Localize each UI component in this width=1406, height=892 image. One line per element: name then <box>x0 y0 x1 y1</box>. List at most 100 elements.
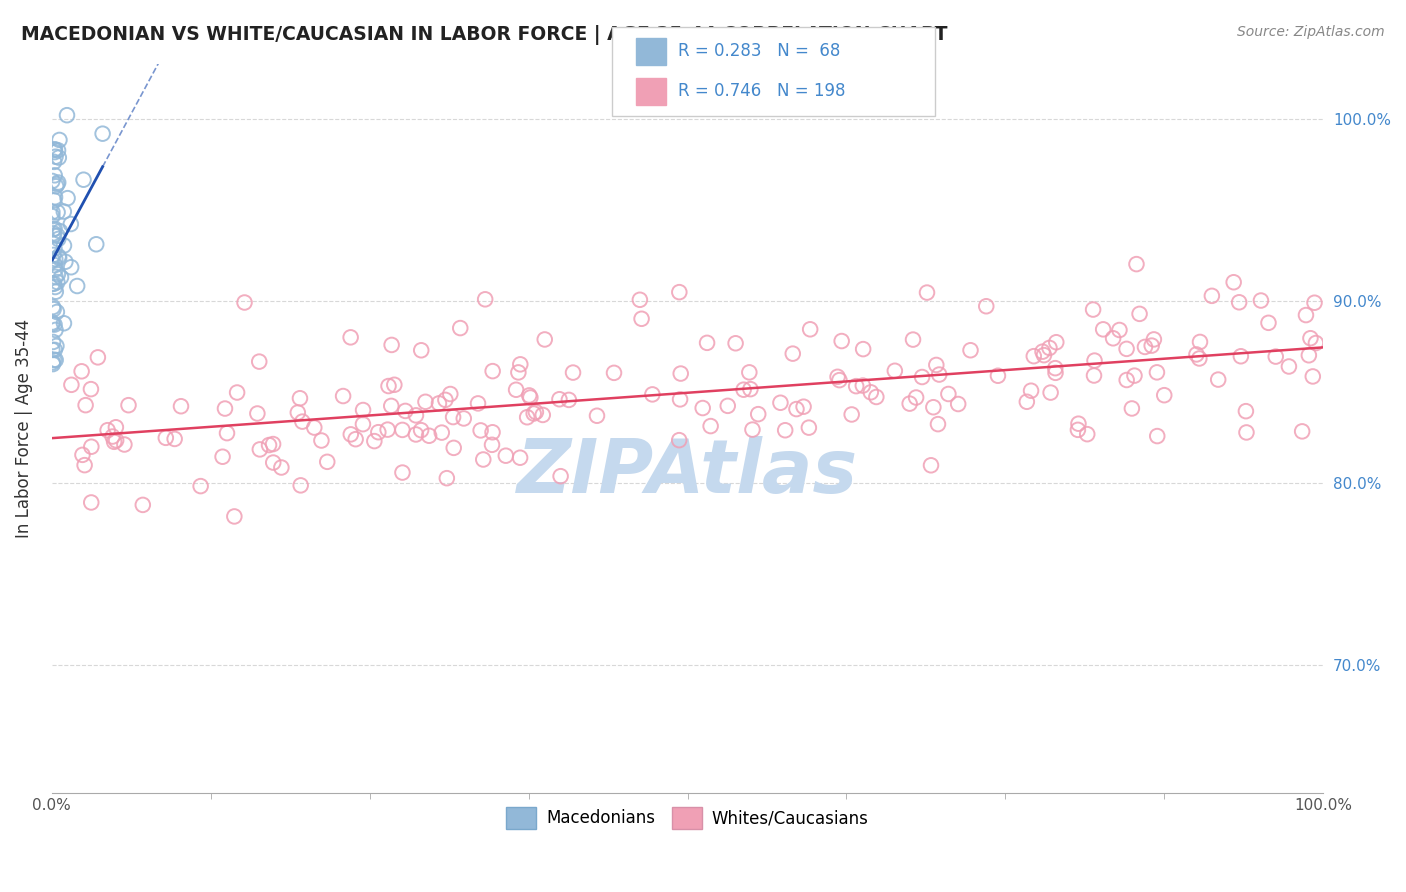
Point <box>66 279 89 293</box>
Point <box>1015 394 1038 409</box>
Point <box>797 420 820 434</box>
Point <box>344 432 367 446</box>
Point <box>1153 388 1175 402</box>
Point <box>60 377 83 392</box>
Point <box>103 434 125 449</box>
Point <box>287 405 309 419</box>
Point <box>42 355 65 369</box>
Point <box>249 442 271 457</box>
Point <box>1299 331 1322 345</box>
Point <box>915 285 938 300</box>
Point <box>290 478 312 492</box>
Text: R = 0.746   N = 198: R = 0.746 N = 198 <box>678 82 845 101</box>
Point <box>46 176 69 190</box>
Point <box>641 387 664 401</box>
Point <box>738 365 761 379</box>
Point <box>628 293 651 307</box>
Point <box>60 260 83 275</box>
Point <box>1264 350 1286 364</box>
Point <box>841 408 863 422</box>
Point <box>112 437 135 451</box>
Point <box>377 423 399 437</box>
Point <box>246 407 269 421</box>
Point <box>226 385 249 400</box>
Point <box>548 392 571 407</box>
Point <box>453 411 475 425</box>
Point <box>1076 427 1098 442</box>
Point <box>799 322 821 336</box>
Point <box>42 227 65 241</box>
Point <box>430 425 453 440</box>
Point <box>46 144 69 158</box>
Point <box>1278 359 1301 374</box>
Point <box>769 396 792 410</box>
Point <box>1230 349 1253 363</box>
Point <box>48 249 70 263</box>
Point <box>41 316 63 330</box>
Point <box>42 353 65 368</box>
Point <box>1133 340 1156 354</box>
Point <box>901 333 924 347</box>
Point <box>44 269 66 284</box>
Point <box>45 353 67 368</box>
Point <box>1185 347 1208 361</box>
Point <box>427 396 450 410</box>
Point <box>481 364 503 378</box>
Point <box>46 275 69 289</box>
Point <box>1031 344 1053 359</box>
Point <box>339 427 361 442</box>
Point <box>434 392 457 407</box>
Point <box>91 127 114 141</box>
Point <box>922 401 945 415</box>
Point <box>668 433 690 447</box>
Point <box>669 392 692 407</box>
Point <box>42 302 65 317</box>
Point <box>44 143 66 157</box>
Point <box>946 397 969 411</box>
Point <box>928 368 950 382</box>
Point <box>441 410 464 425</box>
Point <box>339 330 361 344</box>
Point <box>155 431 177 445</box>
Point <box>44 280 66 294</box>
Point <box>1250 293 1272 308</box>
Point <box>41 205 63 219</box>
Point <box>53 238 76 252</box>
Point <box>42 228 65 243</box>
Point <box>262 437 284 451</box>
Point <box>84 237 107 252</box>
Point <box>304 420 326 434</box>
Point <box>97 423 120 437</box>
Point <box>52 204 75 219</box>
Point <box>733 383 755 397</box>
Point <box>41 209 63 223</box>
Point <box>45 179 67 194</box>
Point <box>363 434 385 449</box>
Point <box>367 425 389 440</box>
Point <box>163 432 186 446</box>
Point <box>377 379 399 393</box>
Point <box>44 323 66 337</box>
Point <box>44 169 66 183</box>
Point <box>696 335 718 350</box>
Point <box>1045 335 1067 350</box>
Point <box>101 429 124 443</box>
Point <box>533 333 555 347</box>
Point <box>509 357 531 371</box>
Point <box>692 401 714 415</box>
Point <box>46 228 69 243</box>
Point <box>46 268 69 282</box>
Point <box>270 460 292 475</box>
Point <box>52 316 75 330</box>
Point <box>56 108 79 122</box>
Point <box>516 410 538 425</box>
Point <box>481 425 503 440</box>
Point <box>190 479 212 493</box>
Point <box>630 311 652 326</box>
Point <box>505 383 527 397</box>
Point <box>1302 369 1324 384</box>
Point <box>1222 275 1244 289</box>
Point <box>1188 351 1211 366</box>
Point <box>508 365 530 379</box>
Point <box>1146 429 1168 443</box>
